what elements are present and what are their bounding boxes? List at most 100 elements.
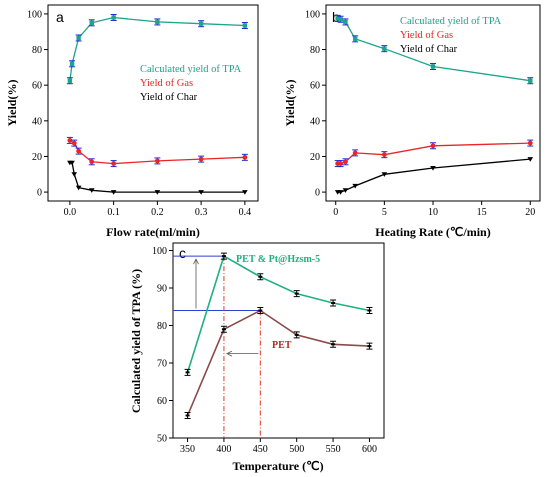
data-point: [430, 166, 436, 171]
x-tick-label: 450: [253, 444, 268, 455]
data-point: [185, 371, 190, 374]
x-tick-label: 5: [382, 207, 387, 218]
series-line: [69, 16, 245, 81]
series-line: [186, 254, 370, 373]
data-point: [331, 302, 336, 304]
data-point: [76, 148, 82, 154]
data-point: [111, 15, 116, 20]
data-point: [242, 23, 248, 28]
y-tick-label: 20: [310, 152, 320, 163]
data-point: [110, 190, 117, 195]
legend: Calculated yield of TPA Yield of Gas Yie…: [400, 16, 502, 55]
data-point: [352, 150, 358, 156]
y-axis-title: Yield(%): [5, 80, 19, 127]
data-point: [154, 190, 161, 195]
y-tick-label: 60: [32, 81, 42, 92]
data-point: [294, 333, 299, 336]
data-point: [338, 161, 343, 166]
x-tick-label: 0.0: [64, 207, 77, 218]
plot-frame: [172, 242, 385, 439]
data-point: [155, 19, 160, 25]
series-group: [184, 252, 373, 419]
y-tick-label: 100: [27, 9, 42, 20]
panel-letter: c: [179, 245, 186, 261]
y-tick-label: 0: [315, 188, 320, 199]
panel-c-chart: c 350 400 450 500 550 600 50 60 70 80 90 100 PET & …: [129, 242, 385, 473]
data-point: [75, 185, 82, 191]
axis-ticks: 0 5 10 15 20 0 20 40 60 80 100: [305, 9, 535, 218]
data-point: [76, 35, 81, 41]
series-line: [337, 158, 531, 193]
data-point: [198, 21, 204, 26]
data-point: [337, 190, 344, 195]
data-point: [527, 140, 533, 146]
data-point: [294, 292, 299, 295]
data-point: [221, 255, 226, 258]
x-tick-label: 0.4: [239, 207, 252, 218]
data-point: [71, 172, 78, 177]
data-point: [430, 143, 436, 149]
x-tick-label: 15: [477, 207, 487, 218]
series-line: [186, 309, 370, 416]
y-tick-label: 80: [32, 45, 42, 56]
data-point: [185, 414, 190, 417]
data-point: [430, 64, 436, 69]
data-point: [352, 183, 358, 189]
data-point: [367, 345, 372, 348]
x-tick-label: 0: [333, 207, 338, 218]
data-point: [89, 20, 94, 26]
data-point: [527, 157, 534, 162]
legend-label-gas: Yield of Gas: [400, 30, 453, 41]
data-point: [69, 160, 75, 166]
y-tick-label: 0: [37, 188, 42, 199]
data-point: [258, 309, 263, 312]
x-axis-title: Heating Rate (℃/min): [375, 225, 490, 239]
data-point: [528, 78, 533, 83]
legend-label-char: Yield of Char: [400, 44, 458, 55]
axis-ticks: 350 400 450 500 550 600 50 60 70 80 90 100: [152, 246, 377, 455]
y-tick-label: 60: [157, 396, 167, 407]
x-tick-label: 350: [180, 444, 195, 455]
y-axis-title: Yield(%): [283, 80, 297, 127]
data-point: [89, 159, 95, 165]
plot-frame: [47, 4, 259, 202]
data-point: [352, 36, 358, 42]
y-axis-title: Calculated yield of TPA (%): [129, 269, 143, 413]
series-group: [66, 13, 248, 195]
data-point: [382, 46, 387, 51]
data-point: [67, 138, 73, 143]
data-point: [111, 161, 117, 166]
panel-letter: a: [56, 9, 64, 25]
guide-lines: [173, 255, 261, 438]
legend-label-char: Yield of Char: [140, 92, 198, 103]
y-tick-label: 80: [310, 45, 320, 56]
y-tick-label: 50: [157, 434, 167, 445]
x-tick-label: 20: [525, 207, 535, 218]
data-point: [381, 152, 387, 158]
data-point: [154, 158, 160, 164]
x-tick-label: 600: [362, 444, 377, 455]
data-point: [338, 17, 343, 22]
y-tick-label: 40: [32, 116, 42, 127]
y-tick-label: 60: [310, 81, 320, 92]
legend: Calculated yield of TPA Yield of Gas Yie…: [140, 64, 242, 103]
x-tick-label: 10: [428, 207, 438, 218]
axis-ticks: 0.0 0.1 0.2 0.3 0.4 0 20 40 60 80 100: [27, 9, 251, 218]
panel-a-chart: a 0.0 0.1 0.2 0.3 0.4 0 20 40 60 80 100 Flow rate(…: [5, 4, 259, 239]
x-tick-label: 0.1: [107, 207, 120, 218]
x-tick-label: 550: [326, 444, 341, 455]
data-point: [367, 309, 372, 312]
data-point: [335, 16, 340, 21]
x-tick-label: 0.2: [151, 207, 164, 218]
x-tick-label: 0.3: [195, 207, 208, 218]
data-point: [381, 172, 388, 177]
data-point: [198, 190, 204, 195]
data-point: [67, 78, 73, 83]
y-tick-label: 70: [157, 359, 167, 370]
data-point: [343, 19, 348, 25]
up-arrow-head: [193, 258, 199, 265]
x-tick-label: 400: [216, 444, 231, 455]
data-point: [221, 328, 226, 331]
